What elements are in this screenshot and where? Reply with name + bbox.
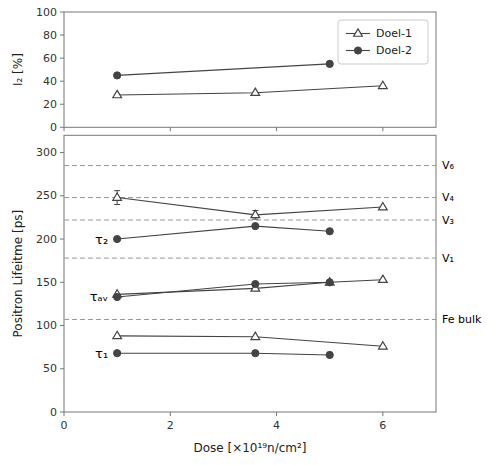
marker (326, 60, 333, 67)
marker (251, 332, 260, 339)
marker (378, 202, 387, 209)
y-tick-label: 300 (36, 146, 57, 159)
y-tick (60, 12, 64, 13)
marker (325, 278, 334, 285)
annotation: τ₂ (95, 232, 108, 247)
marker (326, 279, 333, 286)
marker (114, 293, 121, 300)
y-tick (60, 325, 64, 326)
reference-label: V₆ (442, 159, 455, 172)
reference-label: V₄ (442, 191, 455, 204)
marker (252, 350, 259, 357)
marker (354, 47, 361, 54)
marker (326, 228, 333, 235)
marker (354, 29, 363, 36)
marker (251, 210, 260, 217)
legend-label: Doel-1 (376, 27, 412, 40)
y-tick (60, 368, 64, 369)
marker (378, 342, 387, 349)
series-line (117, 226, 330, 239)
y-tick (60, 104, 64, 105)
y-tick-label: 250 (36, 189, 57, 202)
y-tick (60, 195, 64, 196)
plot-area (64, 166, 436, 359)
legend: Doel-1 Doel-2 (338, 20, 428, 64)
x-tick (382, 127, 383, 131)
marker (113, 331, 122, 338)
x-tick (170, 127, 171, 131)
x-tick (382, 412, 383, 416)
y-tick (60, 282, 64, 283)
y-tick-label: 100 (36, 319, 57, 332)
x-tick (170, 412, 171, 416)
marker (252, 280, 259, 287)
series-line (117, 64, 330, 76)
x-tick (64, 412, 65, 416)
y-tick-label: 0 (50, 121, 57, 134)
marker (251, 88, 260, 95)
annotation: τₐᵥ (90, 289, 108, 304)
series-line (117, 280, 383, 295)
reference-label: V₃ (442, 214, 454, 227)
marker (114, 235, 121, 242)
series-line (117, 86, 383, 95)
marker (378, 275, 387, 282)
legend-label: Doel-2 (376, 44, 412, 57)
annotation: τ₁ (95, 346, 108, 361)
x-tick-label: 6 (379, 419, 386, 432)
series-line (117, 336, 383, 346)
y-tick (60, 412, 64, 413)
y-tick-label: 200 (36, 233, 57, 246)
x-tick-label: 0 (61, 419, 68, 432)
reference-line (64, 258, 436, 259)
y-tick-label: 20 (43, 98, 57, 111)
series-line (117, 282, 330, 297)
x-tick (64, 127, 65, 131)
y-tick (60, 152, 64, 153)
y-tick-label: 100 (36, 6, 57, 19)
reference-line (64, 319, 436, 320)
y-tick (60, 81, 64, 82)
y-tick (60, 127, 64, 128)
marker (326, 351, 333, 358)
reference-line (64, 220, 436, 221)
panel: 0 20 40 60 80 100 I₂ [%] Doel-1 Doel-2 (11, 6, 436, 134)
plot-frame (64, 135, 436, 412)
y-tick-label: 0 (50, 406, 57, 419)
marker (113, 193, 122, 200)
x-tick (276, 412, 277, 416)
x-tick-label: 4 (273, 419, 280, 432)
y-axis-label: Positron Lifeitme [ps] (11, 210, 25, 338)
y-tick-label: 80 (43, 29, 57, 42)
x-tick-label: 2 (167, 419, 174, 432)
plot-area (113, 60, 387, 97)
marker (114, 72, 121, 79)
reference-line (64, 165, 436, 166)
y-tick-label: 150 (36, 276, 57, 289)
y-axis-label: I₂ [%] (11, 53, 25, 86)
reference-label: V₁ (442, 252, 454, 265)
marker (113, 90, 122, 97)
y-tick (60, 58, 64, 59)
plot-frame (64, 12, 436, 127)
y-tick-label: 50 (43, 362, 57, 375)
x-tick (276, 127, 277, 131)
marker (114, 350, 121, 357)
y-tick-label: 40 (43, 75, 57, 88)
x-axis-label: Dose [×10¹⁹n/cm²] (193, 441, 306, 455)
y-tick (60, 35, 64, 36)
y-tick-label: 60 (43, 52, 57, 65)
series-line (117, 198, 383, 215)
chart: 020406080100I₂ [%]Doel-1Doel-20501001502… (0, 0, 500, 465)
panel: 0 50 100 150 200 250 300 0 2 4 6 Positron Lifeitme … (11, 135, 482, 455)
marker (378, 81, 387, 88)
legend-box (338, 20, 428, 64)
marker (252, 222, 259, 229)
series-line (117, 353, 330, 355)
y-tick (60, 239, 64, 240)
reference-label: Fe bulk (442, 313, 482, 326)
